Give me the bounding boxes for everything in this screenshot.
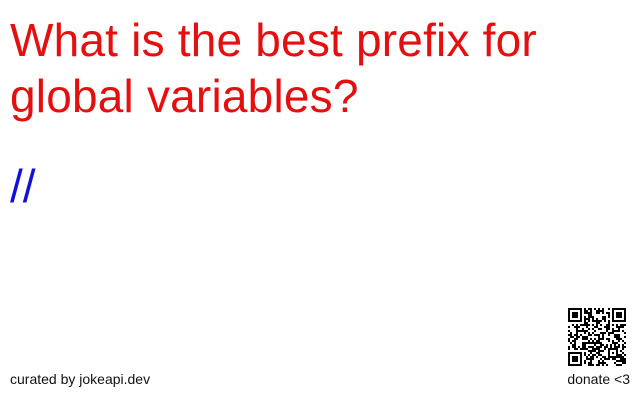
joke-answer: // — [10, 160, 36, 212]
donate-link[interactable]: donate <3 — [567, 371, 630, 387]
joke-question: What is the best prefix for global varia… — [10, 14, 537, 122]
credit-text: curated by jokeapi.dev — [10, 371, 151, 387]
qr-code-icon — [568, 308, 626, 366]
